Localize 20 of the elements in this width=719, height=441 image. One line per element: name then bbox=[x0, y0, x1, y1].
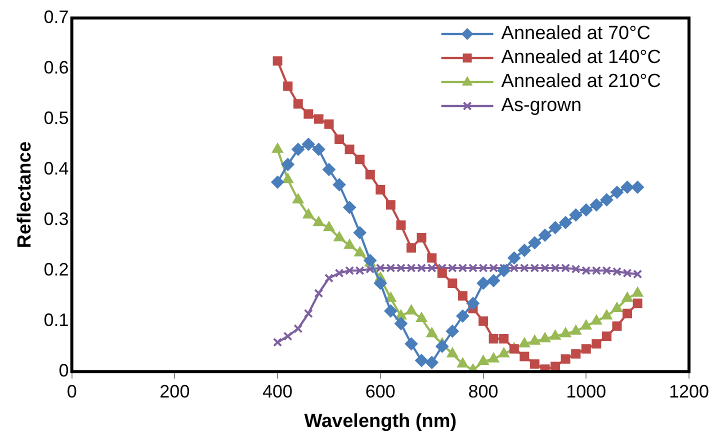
legend-label: As-grown bbox=[501, 95, 582, 116]
y-tick-label: 0.1 bbox=[44, 310, 69, 330]
y-tick-label: 0.7 bbox=[44, 6, 69, 27]
x-tick-label: 1000 bbox=[566, 381, 606, 402]
y-tick-label: 0.4 bbox=[44, 158, 69, 179]
x-tick-label: 200 bbox=[160, 381, 190, 402]
legend-label: Annealed at 70°C bbox=[501, 23, 650, 44]
x-tick-label: 1200 bbox=[668, 381, 710, 402]
y-axis-title: Reflectance bbox=[14, 141, 36, 248]
y-tick-label: 0.3 bbox=[44, 209, 69, 230]
legend-label: Annealed at 210°C bbox=[501, 71, 661, 92]
y-tick-label: 0.5 bbox=[44, 108, 69, 128]
y-tick-label: 0.6 bbox=[44, 57, 69, 78]
legend-label: Annealed at 140°C bbox=[501, 47, 661, 68]
y-tick-label: 0 bbox=[58, 360, 69, 381]
y-tick-label: 0.2 bbox=[44, 260, 69, 280]
x-tick-label: 600 bbox=[365, 381, 396, 402]
x-axis-title: Wavelength (nm) bbox=[304, 410, 457, 432]
x-tick-label: 800 bbox=[468, 381, 498, 402]
x-tick-label: 400 bbox=[262, 381, 293, 402]
